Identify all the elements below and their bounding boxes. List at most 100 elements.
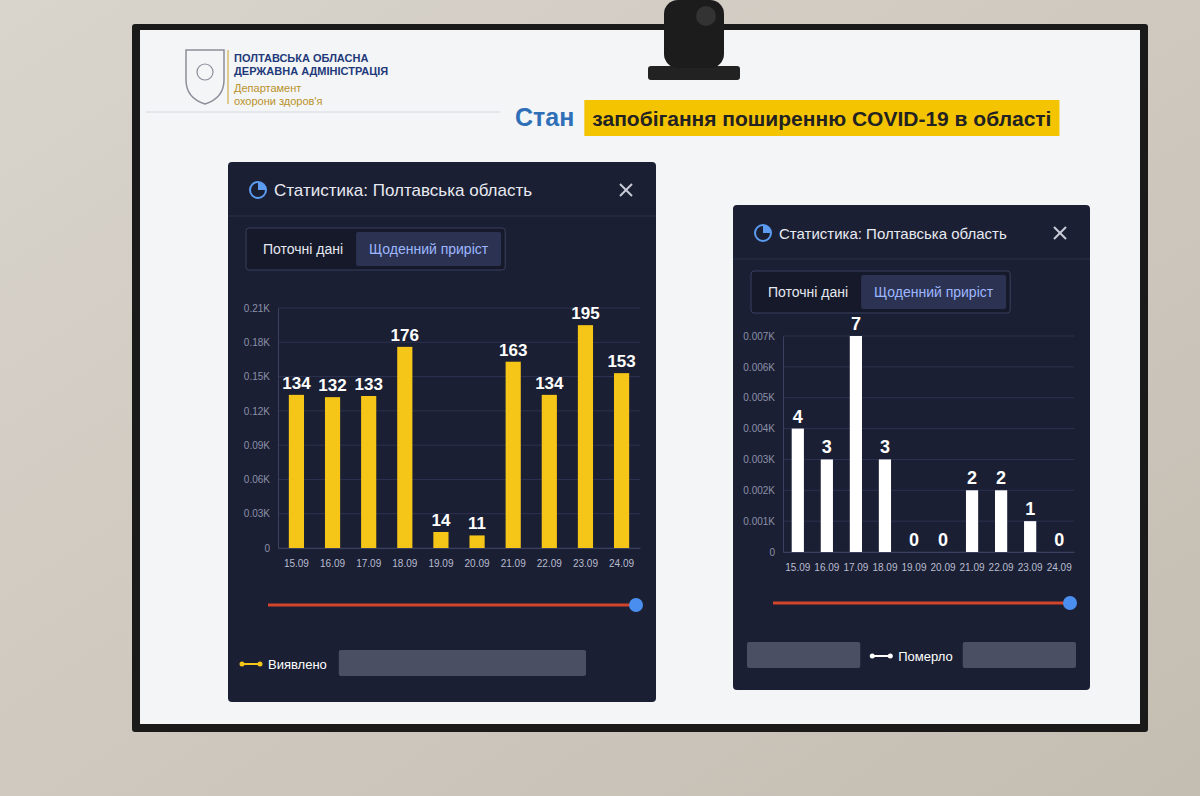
tick-label: 0.002K [743,485,775,496]
tick: 0.03K [244,508,278,519]
bar [879,459,891,552]
legend-item: Виявлено [240,657,327,672]
legend-dot [258,662,263,667]
axis-line [279,548,641,549]
title: запобігання поширенню COVID-19 в області [592,107,1051,130]
bar [542,395,557,548]
tab-label[interactable]: Щоденний приріст [874,284,994,300]
tab[interactable] [250,232,356,266]
tick: 16.09 [814,552,839,573]
data-label: 14 [431,511,450,530]
tick: 17.09 [356,548,381,569]
chart-panel: Статистика: Полтавська областьПоточні да… [733,205,1090,690]
tick-label: 21.09 [501,558,526,569]
stats-icon [755,225,771,241]
close-icon [620,184,632,196]
bar [433,532,448,548]
tick-label: 18.09 [872,562,897,573]
grid-line [783,336,1074,337]
tab-label[interactable]: Щоденний приріст [369,241,489,257]
tick-label: 22.09 [537,558,562,569]
data-label: 11 [468,514,486,533]
tick: 16.09 [320,548,345,569]
tabs-frame [751,271,1010,313]
tab-label[interactable]: Поточні дані [768,284,848,300]
tab-label[interactable]: Поточні дані [263,241,343,257]
tick: 0.21K [244,303,278,314]
tick-label: 24.09 [1047,562,1072,573]
panel-bg [228,162,656,702]
tick: 0.09K [244,440,278,451]
legend-dot [888,654,893,659]
timeline [773,602,1070,605]
tick-label: 17.09 [356,558,381,569]
tick-label: 0 [769,547,775,558]
hidden-value [339,650,586,676]
bar [289,395,304,548]
tick: 0.007K [743,331,783,342]
bar [995,490,1007,552]
data-label: 134 [282,374,311,393]
tick: 19.09 [428,548,453,569]
legend-item: Померло [870,649,953,664]
bar [821,459,833,552]
grid-line [783,428,1074,429]
bar [506,362,521,548]
timeline-knob[interactable] [629,598,643,612]
stats-icon-wedge [763,225,771,233]
data-label: 133 [354,375,382,394]
page: ПОЛТАВСЬКА ОБЛАСНАДЕРЖАВНА АДМІНІСТРАЦІЯ… [0,0,1200,796]
tick-label: 0.001K [743,516,775,527]
tick: 23.09 [573,548,598,569]
y-axis: 00.001K0.002K0.003K0.004K0.005K0.006K0.0… [743,331,783,558]
close-icon [1054,227,1066,239]
camera-lens [696,6,716,26]
x-axis: 15.0916.0917.0918.0919.0920.0921.0922.09… [784,552,1075,573]
tab[interactable] [755,275,861,309]
grid-line [783,397,1074,398]
title-highlight [584,100,1059,136]
tick: 15.09 [284,548,309,569]
grid [278,308,640,548]
data-label: 176 [391,326,419,345]
tick-label: 0.21K [244,303,270,314]
bar [792,429,804,552]
tick-label: 20.09 [931,562,956,573]
wall [0,0,1200,796]
tick-label: 16.09 [320,558,345,569]
tick-label: 0.007K [743,331,775,342]
bar [361,396,376,548]
logo-divider [228,50,229,104]
legend-dot [240,662,245,667]
tick: 0.006K [743,362,783,373]
panel-title: Статистика: Полтавська область [274,181,532,200]
data-label: 3 [880,437,890,457]
tick: 0.18K [244,337,278,348]
screen-bezel [132,24,1148,732]
camera-base [648,66,740,80]
tick-label: 23.09 [573,558,598,569]
data-label: 0 [909,530,919,550]
tick-label: 0.03K [244,508,270,519]
legend-label: Виявлено [268,657,327,672]
tick: 15.09 [785,552,810,573]
tab[interactable] [861,275,1006,309]
legend-swatch [240,662,263,667]
bar [1053,552,1065,553]
tick-label: 15.09 [284,558,309,569]
data-label: 1 [1025,499,1035,519]
tick-label: 0.006K [743,362,775,373]
tab[interactable] [356,232,501,266]
tick: 18.09 [392,548,417,569]
bar [908,552,920,553]
tick: 18.09 [872,552,897,573]
data-label: 3 [822,437,832,457]
tick: 0.002K [743,485,783,496]
tick: 22.09 [537,548,562,569]
timeline-knob[interactable] [1063,596,1077,610]
panel-separator [228,216,656,217]
tick: 0.003K [743,454,783,465]
tick-label: 0 [264,543,270,554]
data-label: 132 [318,376,346,395]
tick-label: 0.004K [743,423,775,434]
